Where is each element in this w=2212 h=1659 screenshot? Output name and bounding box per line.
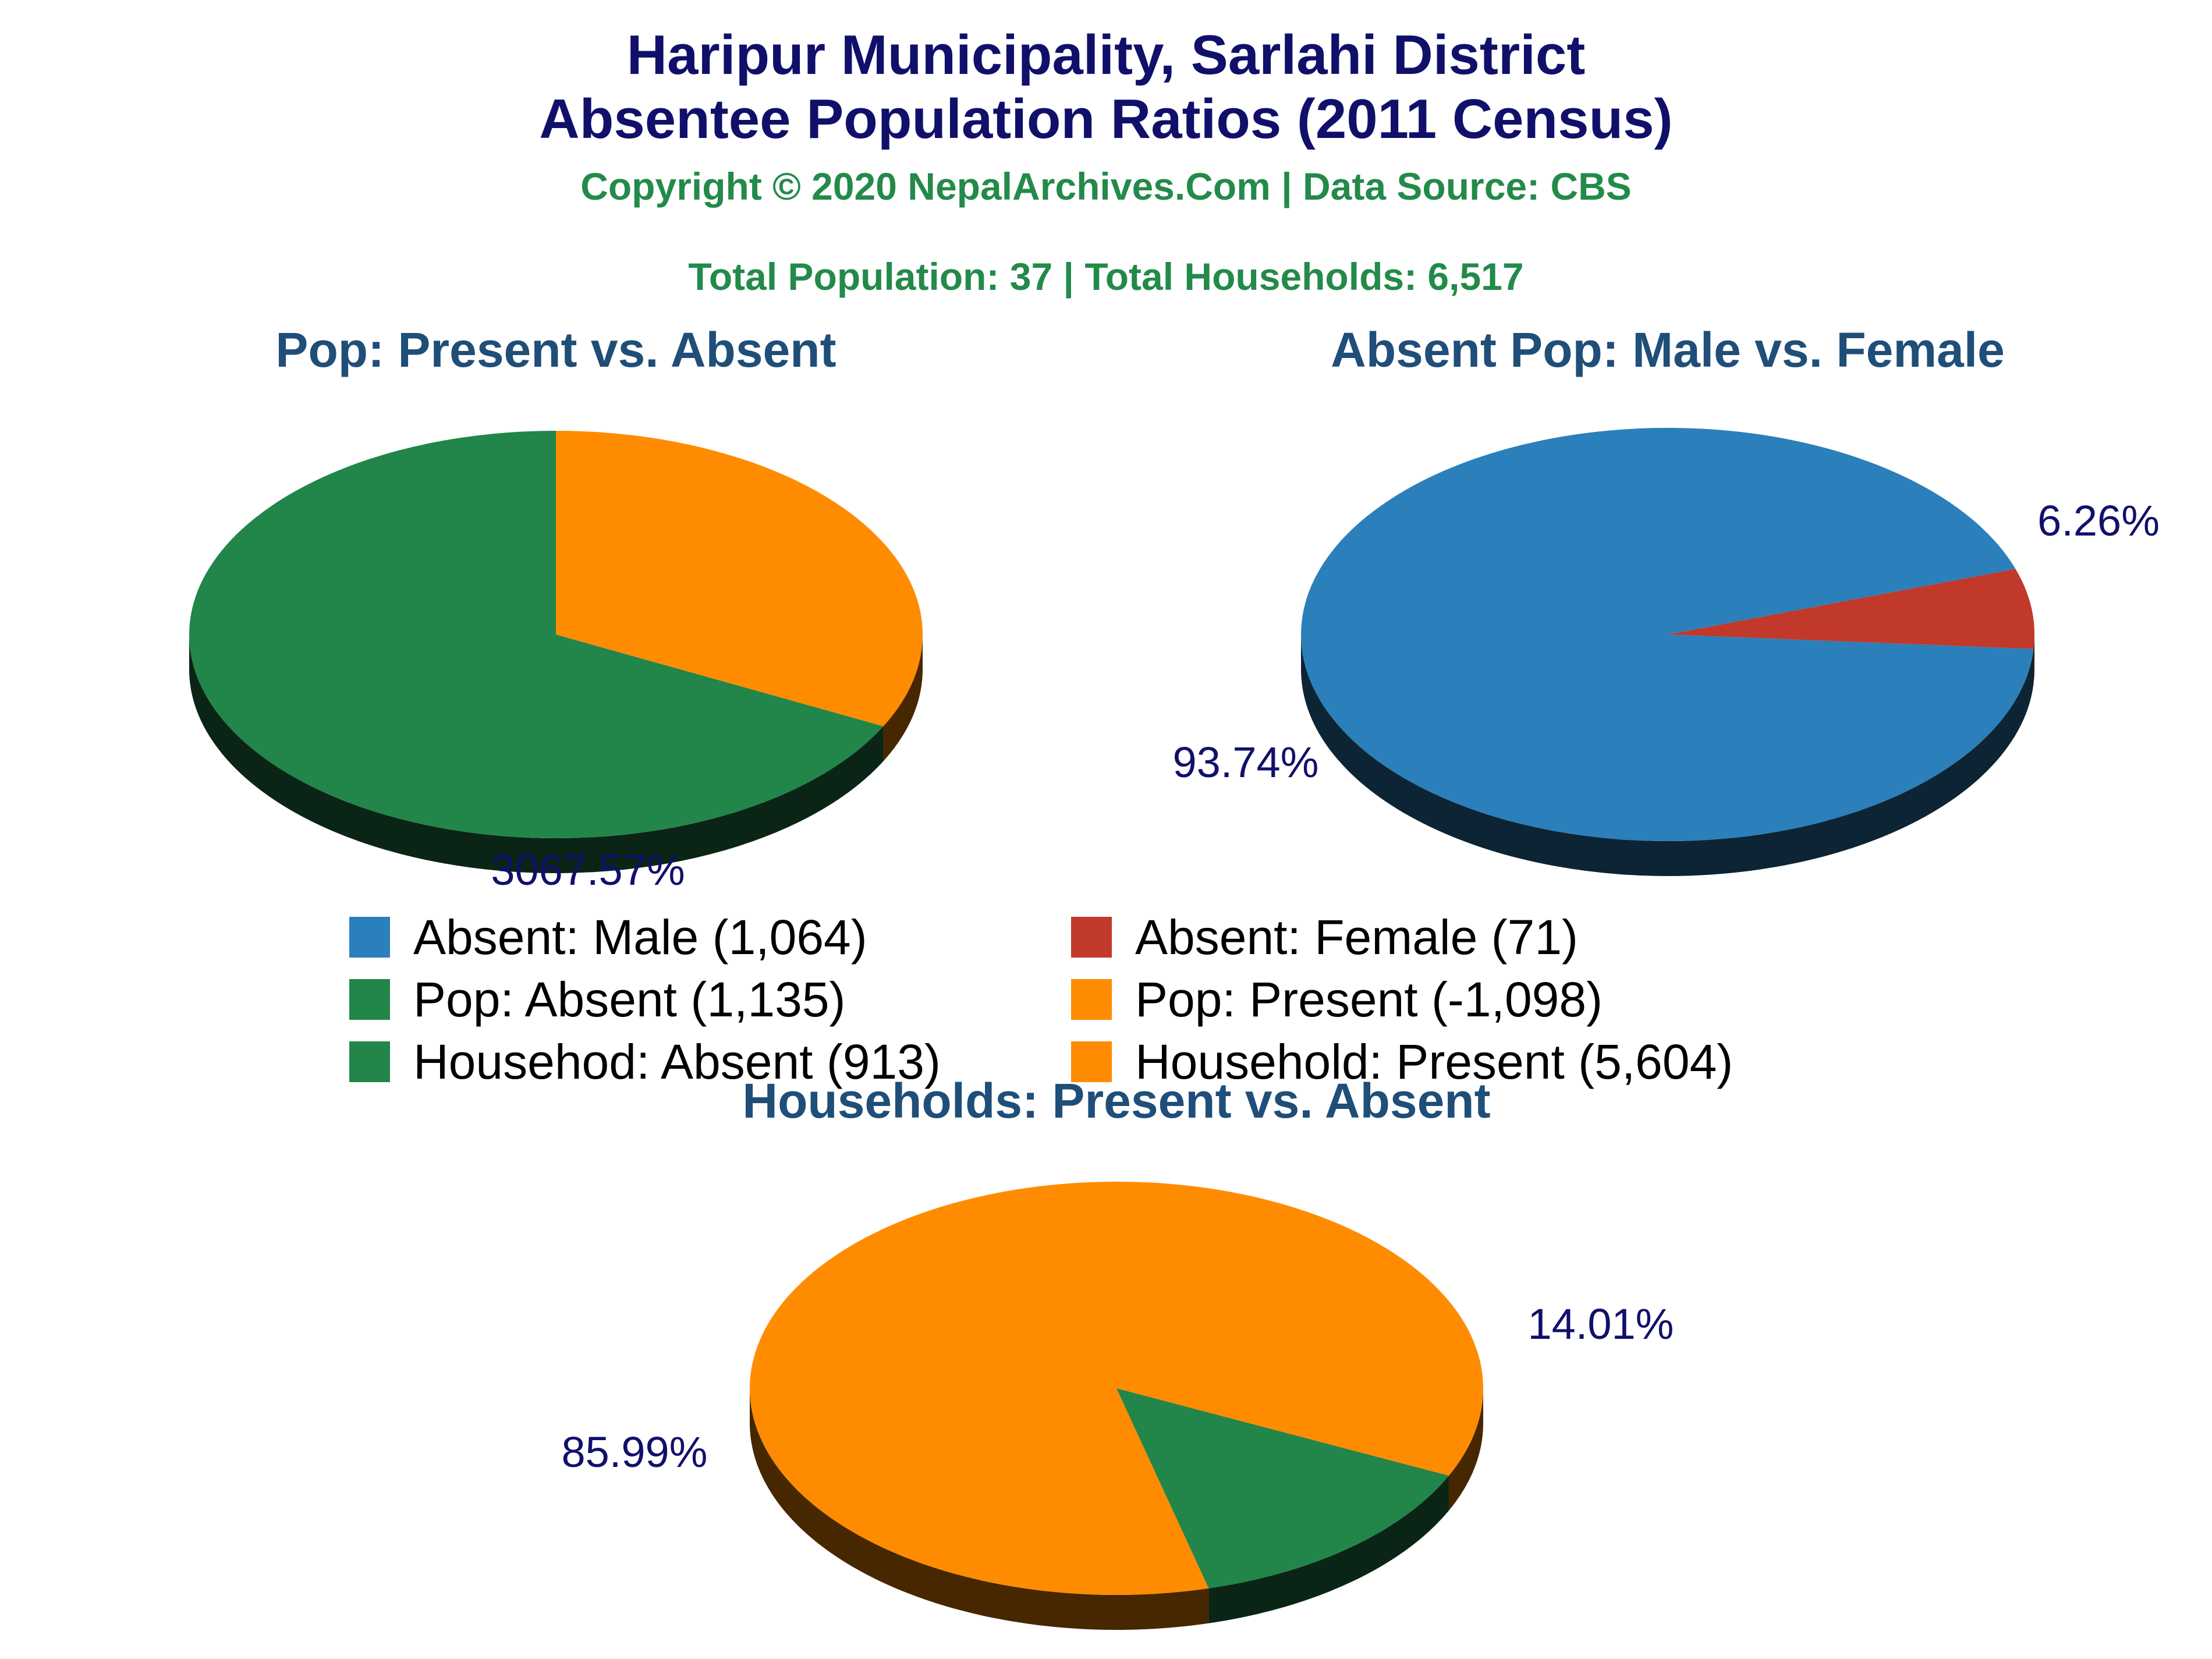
pie-side-wall (750, 1388, 1209, 1630)
legend-item: Absent: Male (1,064) (349, 909, 867, 965)
pie-side-wall (1208, 1476, 1449, 1623)
legend-swatch (349, 1041, 390, 1082)
legend-swatch (1071, 979, 1112, 1020)
legend-label: Absent: Male (1,064) (413, 909, 867, 965)
slice-percent-label: 3067.57% (491, 846, 685, 894)
pie-slice (189, 431, 884, 838)
page-title-line-2: Absentee Population Ratios (2011 Census) (539, 88, 1673, 150)
legend-label: Househod: Absent (913) (413, 1034, 941, 1089)
slice-percent-label: 6.26% (2037, 497, 2160, 545)
pie-slice (1668, 569, 2034, 649)
page-title-line-1: Haripur Municipality, Sarlahi District (626, 24, 1586, 86)
pie-slice (1116, 1388, 1449, 1589)
pie-slice (556, 431, 923, 726)
legend-label: Pop: Absent (1,135) (413, 972, 846, 1027)
legend-item: Househod: Absent (913) (349, 1034, 941, 1089)
chart-title: Absent Pop: Male vs. Female (1331, 322, 2005, 377)
chart-title: Households: Present vs. Absent (742, 1073, 1490, 1128)
totals-summary: Total Population: 37 | Total Households:… (688, 255, 1524, 298)
legend-swatch (349, 917, 390, 958)
legend-swatch (1071, 917, 1112, 958)
chart-title: Pop: Present vs. Absent (275, 322, 836, 377)
pie-side-wall (189, 634, 884, 873)
legend-item: Absent: Female (71) (1071, 909, 1579, 965)
pie-side-wall (1301, 634, 2034, 877)
legend-label: Absent: Female (71) (1135, 909, 1579, 965)
pie-side-wall (1448, 1388, 1483, 1511)
legend-swatch (1071, 1041, 1112, 1082)
slice-percent-label: 93.74% (1173, 738, 1319, 786)
legend-item: Pop: Present (-1,098) (1071, 972, 1603, 1027)
legend-swatch (349, 979, 390, 1020)
pie-side-wall (2033, 634, 2034, 684)
legend-label: Pop: Present (-1,098) (1135, 972, 1603, 1027)
copyright-note: Copyright © 2020 NepalArchives.Com | Dat… (580, 165, 1632, 208)
slice-percent-label: 85.99% (562, 1428, 708, 1476)
legend-label: Household: Present (5,604) (1135, 1034, 1734, 1089)
legend-item: Household: Present (5,604) (1071, 1034, 1734, 1089)
legend-item: Pop: Absent (1,135) (349, 972, 846, 1027)
pie-slice (1301, 428, 2034, 842)
pie-side-wall (883, 634, 923, 761)
slice-percent-label: 14.01% (1528, 1300, 1674, 1348)
